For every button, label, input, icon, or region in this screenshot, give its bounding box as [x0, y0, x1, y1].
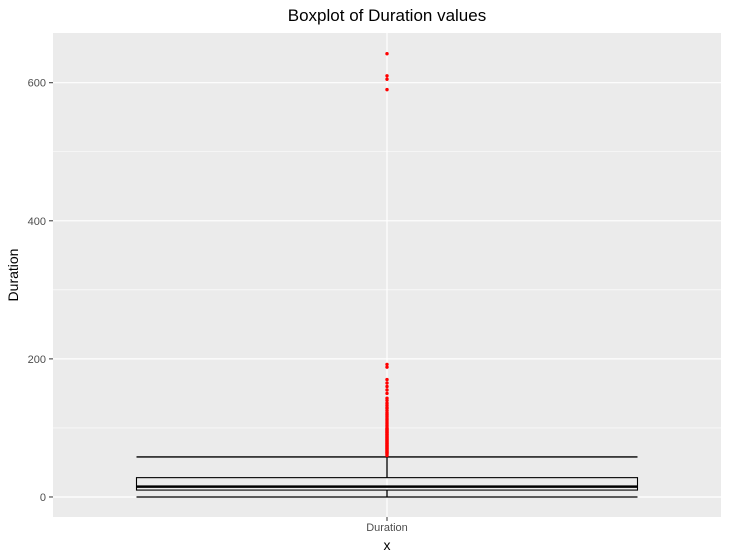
outlier-point — [385, 362, 389, 367]
outlier-point — [385, 377, 389, 382]
outlier-point — [385, 87, 389, 92]
y-axis-title: Duration — [5, 249, 21, 302]
outlier-point — [385, 74, 389, 78]
y-tick-label: 400 — [28, 216, 46, 228]
axes: 0 200 400 600 Duration — [28, 78, 408, 534]
interquartile-box — [135, 477, 639, 491]
outlier-point — [385, 396, 389, 400]
y-tick-label: 600 — [28, 78, 46, 90]
outlier-point — [385, 388, 389, 392]
chart-title: Boxplot of Duration values — [288, 6, 486, 25]
x-tick-label: Duration — [366, 522, 408, 534]
y-tick-label: 200 — [28, 354, 46, 366]
outlier-point — [385, 77, 389, 81]
outlier-point — [385, 365, 389, 369]
outlier-point — [385, 384, 389, 389]
y-tick-label: 0 — [40, 492, 46, 504]
outlier-point — [385, 401, 389, 405]
outlier-point — [385, 381, 389, 385]
outlier-point — [385, 52, 389, 56]
x-axis-title: x — [384, 537, 391, 553]
outlier-point — [385, 391, 389, 396]
outlier-points — [385, 52, 389, 458]
